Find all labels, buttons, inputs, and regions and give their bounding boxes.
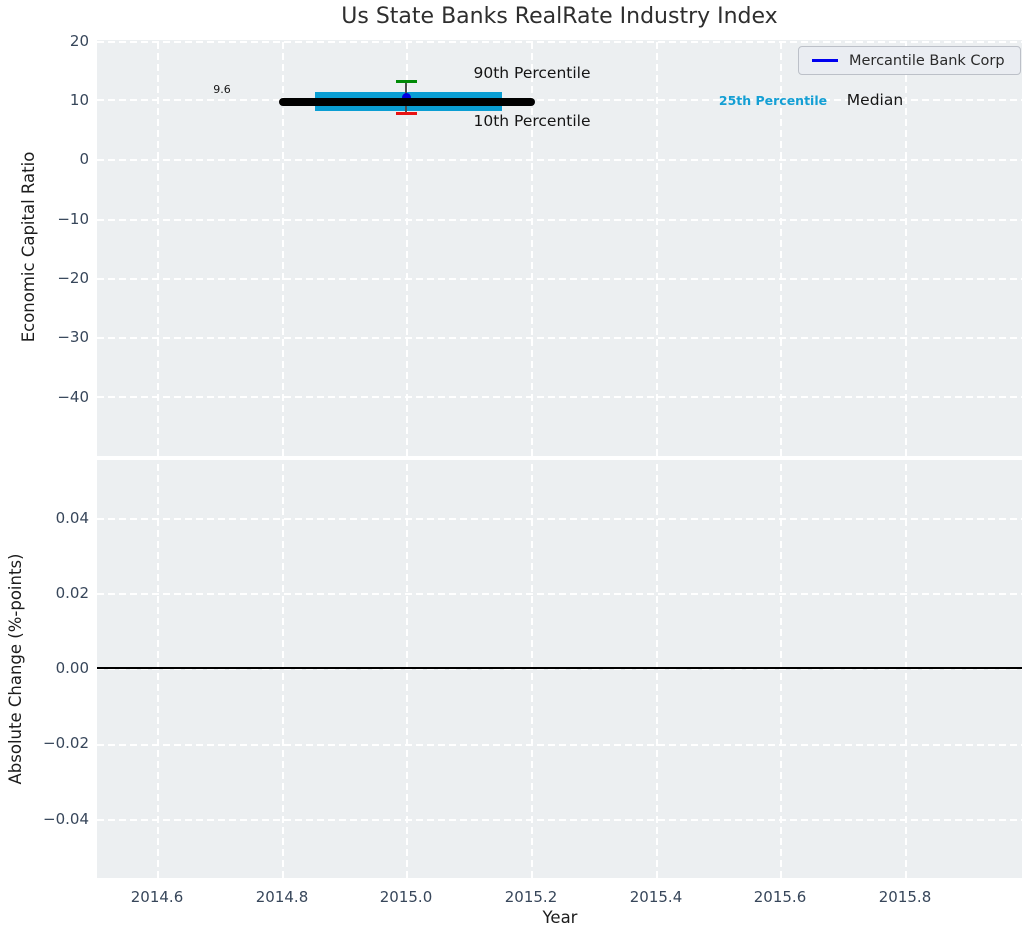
- gridline-v: [656, 40, 658, 456]
- x-axis-label: Year: [542, 908, 578, 927]
- gridline-h: [97, 337, 1022, 339]
- ytick-label: 0.04: [55, 509, 89, 527]
- gridline-v: [282, 460, 284, 878]
- gridline-v: [905, 460, 907, 878]
- gridline-h: [97, 219, 1022, 221]
- ytick-label: 0.00: [55, 659, 89, 677]
- percentile-10-cap: [396, 112, 417, 116]
- ytick-label: 0.02: [55, 584, 89, 602]
- percentile-25-annotation: 25th Percentile: [718, 93, 828, 108]
- percentile-90-cap: [396, 80, 417, 84]
- xtick-label: 2015.2: [504, 888, 558, 906]
- bottom-plot-area: [97, 460, 1022, 878]
- gridline-h: [97, 518, 1022, 520]
- gridline-h: [97, 668, 1022, 670]
- industry-median-line: [279, 98, 535, 106]
- ytick-label: −40: [57, 388, 89, 406]
- gridline-v: [656, 460, 658, 878]
- gridline-h: [97, 41, 1022, 43]
- xtick-label: 2015.0: [379, 888, 433, 906]
- gridline-h: [97, 819, 1022, 821]
- ytick-label: −30: [57, 328, 89, 346]
- gridline-v: [282, 40, 284, 456]
- company-data-point: [401, 92, 411, 102]
- bottom-y-axis-label: Absolute Change (%-points): [6, 553, 25, 785]
- gridline-v: [531, 40, 533, 456]
- gridline-h: [97, 159, 1022, 161]
- ytick-label: −20: [57, 269, 89, 287]
- ytick-label: 20: [69, 32, 89, 50]
- ytick-label: −10: [57, 210, 89, 228]
- gridline-v: [406, 460, 408, 878]
- gridline-v: [531, 460, 533, 878]
- xtick-label: 2015.8: [878, 888, 932, 906]
- gridline-h: [97, 99, 1022, 101]
- gridline-v: [780, 40, 782, 456]
- xtick-label: 2014.8: [255, 888, 309, 906]
- gridline-h: [97, 593, 1022, 595]
- gridline-v: [157, 40, 159, 456]
- ytick-label: −0.02: [43, 734, 89, 752]
- chart-title: Us State Banks RealRate Industry Index: [341, 4, 778, 29]
- legend-label: Mercantile Bank Corp: [849, 52, 1005, 69]
- ytick-label: −0.04: [43, 810, 89, 828]
- top-y-axis-label: Economic Capital Ratio: [19, 151, 38, 343]
- gridline-v: [780, 460, 782, 878]
- gridline-h: [97, 744, 1022, 746]
- ytick-label: 10: [69, 91, 89, 109]
- ytick-label: 0: [79, 150, 89, 168]
- percentile-90-annotation: 90th Percentile: [473, 64, 591, 82]
- xtick-label: 2014.6: [130, 888, 184, 906]
- gridline-v: [157, 460, 159, 878]
- gridline-v: [905, 40, 907, 456]
- gridline-h: [97, 278, 1022, 280]
- percentile-10-annotation: 10th Percentile: [473, 112, 591, 130]
- legend-box: Mercantile Bank Corp: [798, 46, 1021, 75]
- zero-change-line: [97, 667, 1022, 669]
- top-plot-area: [97, 40, 1022, 456]
- median-annotation: Median: [846, 91, 904, 109]
- median-value-annotation: 9.6: [213, 83, 231, 96]
- gridline-v: [406, 40, 408, 456]
- xtick-label: 2015.4: [629, 888, 683, 906]
- xtick-label: 2015.6: [753, 888, 807, 906]
- gridline-h: [97, 396, 1022, 398]
- legend-line-swatch: [812, 59, 838, 62]
